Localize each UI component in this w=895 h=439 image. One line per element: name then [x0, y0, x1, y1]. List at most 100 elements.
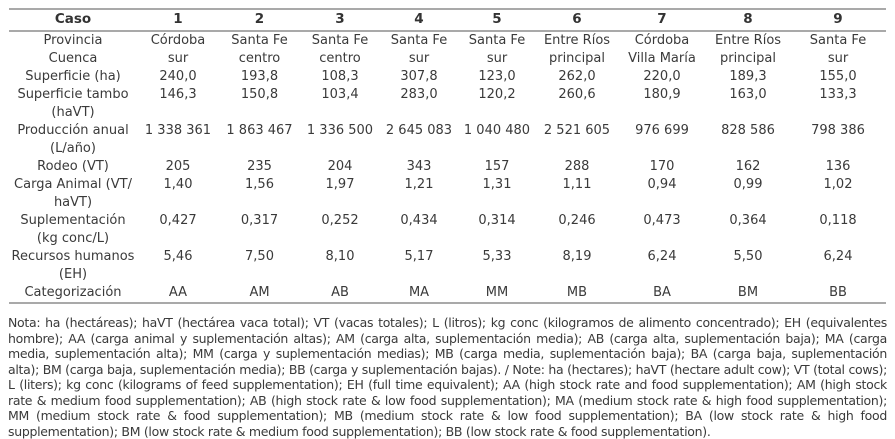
cell-value: Córdoba sur	[150, 33, 206, 66]
cell-value: 2 645 083	[385, 123, 453, 138]
cell-value: 193,8	[240, 69, 279, 84]
cell-value: 170	[649, 159, 675, 174]
cell-value: 108,3	[321, 69, 359, 84]
header-case-1: 1	[137, 9, 219, 32]
cell-value: 0,427	[159, 213, 197, 228]
cell-value: 204	[327, 159, 353, 174]
cell-value: 235	[247, 159, 272, 174]
cell-value: 5,50	[733, 249, 763, 264]
header-case-9: 9	[790, 9, 886, 32]
table-row: Producción anual (L/año) 1 338 361 1 863 4…	[9, 122, 886, 158]
cell-value: AB	[331, 285, 349, 300]
cell-value: Entre Ríos principal	[714, 33, 782, 66]
cell-value: 1 040 480	[463, 123, 531, 138]
cell-value: 8,19	[562, 249, 592, 264]
cell-value: 1,02	[823, 177, 853, 192]
table-row: Categorización AA AM AB MA MM MB BA BM BB	[9, 284, 886, 303]
table-row: Superficie (ha) 240,0 193,8 108,3 307,8 123,0…	[9, 68, 886, 86]
header-case-5: 5	[458, 9, 536, 32]
cell-value: 288	[564, 159, 590, 174]
cell-value: 828 586	[721, 123, 775, 138]
cell-value: 0,317	[240, 213, 279, 228]
cell-value: 205	[165, 159, 191, 174]
table-note: Nota: ha (hectáreas); haVT (hectárea vac…	[8, 315, 887, 439]
cell-value: 220,0	[643, 69, 681, 84]
cell-value: 1,21	[404, 177, 434, 192]
table-row: Carga Animal (VT/ haVT) 1,40 1,56 1,97 1,21 1…	[9, 176, 886, 212]
cell-value: Santa Fe sur	[468, 33, 526, 66]
row-label: Categorización	[24, 285, 122, 300]
cases-table: Caso 1 2 3 4 5 6 7 8 9 Provincia Cuenca C…	[9, 8, 886, 304]
cell-value: 0,118	[819, 213, 857, 228]
cell-value: 120,2	[478, 87, 516, 102]
cell-value: BM	[737, 285, 759, 300]
header-case-7: 7	[618, 9, 706, 32]
cell-value: 0,434	[400, 213, 438, 228]
cell-value: 146,3	[159, 87, 197, 102]
cell-value: 6,24	[823, 249, 853, 264]
cell-value: 136	[825, 159, 851, 174]
cell-value: 0,314	[478, 213, 516, 228]
header-case-4: 4	[380, 9, 458, 32]
cell-value: 0,252	[321, 213, 359, 228]
cell-value: Santa Fe centro	[231, 33, 288, 66]
cell-value: 0,364	[729, 213, 767, 228]
cell-value: 1 336 500	[306, 123, 374, 138]
table-row: Superficie tambo (haVT) 146,3 150,8 103,4 28…	[9, 86, 886, 122]
cell-value: 189,3	[729, 69, 767, 84]
cell-value: 123,0	[478, 69, 516, 84]
cell-value: 8,10	[325, 249, 355, 264]
cell-value: 5,33	[482, 249, 512, 264]
cell-value: Santa Fe sur	[809, 33, 867, 66]
cell-value: 1,56	[245, 177, 274, 192]
row-label: Carga Animal (VT/ haVT)	[14, 177, 132, 210]
cell-value: 162	[735, 159, 761, 174]
cell-value: 1 863 467	[226, 123, 293, 138]
cell-value: 1 338 361	[144, 123, 212, 138]
cell-value: 180,9	[643, 87, 681, 102]
header-case-6: 6	[536, 9, 618, 32]
cell-value: Santa Fe sur	[390, 33, 448, 66]
cell-value: AM	[249, 285, 270, 300]
row-label: Rodeo (VT)	[37, 159, 109, 174]
row-label: Recursos humanos (EH)	[11, 249, 135, 282]
cell-value: MB	[566, 285, 588, 300]
cell-value: Santa Fe centro	[311, 33, 369, 66]
cell-value: MA	[408, 285, 430, 300]
cell-value: 283,0	[400, 87, 438, 102]
cell-value: 1,11	[562, 177, 592, 192]
row-label: Superficie tambo (haVT)	[17, 87, 129, 120]
cell-value: 103,4	[321, 87, 359, 102]
cell-value: 0,473	[643, 213, 681, 228]
cell-value: 133,3	[819, 87, 857, 102]
cell-value: 262,0	[558, 69, 596, 84]
header-case-8: 8	[706, 9, 790, 32]
table-row: Suplementación (kg conc/L) 0,427 0,317 0,25…	[9, 212, 886, 248]
cell-value: 343	[406, 159, 432, 174]
cell-value: 7,50	[245, 249, 274, 264]
table-row: Recursos humanos (EH) 5,46 7,50 8,10 5,17 5,3…	[9, 248, 886, 284]
header-caso: Caso	[9, 9, 137, 32]
row-label: Provincia Cuenca	[43, 33, 103, 66]
cell-value: 2 521 605	[543, 123, 611, 138]
cell-value: 5,46	[163, 249, 193, 264]
row-label: Superficie (ha)	[25, 69, 121, 84]
cell-value: 260,6	[558, 87, 596, 102]
cell-value: Córdoba Villa María	[628, 33, 696, 66]
cell-value: 163,0	[729, 87, 767, 102]
cell-value: 5,17	[404, 249, 434, 264]
header-case-3: 3	[300, 9, 380, 32]
cell-value: 307,8	[400, 69, 438, 84]
cell-value: 0,94	[647, 177, 677, 192]
cell-value: Entre Ríos principal	[543, 33, 611, 66]
table-body: Provincia Cuenca Córdoba sur Santa Fe cent…	[9, 31, 886, 303]
cell-value: 976 699	[635, 123, 689, 138]
cell-value: 0,99	[733, 177, 763, 192]
cell-value: 798 386	[811, 123, 865, 138]
cell-value: 155,0	[819, 69, 857, 84]
cell-value: 1,40	[163, 177, 193, 192]
row-label: Suplementación (kg conc/L)	[20, 213, 126, 246]
row-label: Producción anual (L/año)	[17, 123, 129, 156]
cell-value: 1,31	[482, 177, 512, 192]
header-case-2: 2	[219, 9, 300, 32]
